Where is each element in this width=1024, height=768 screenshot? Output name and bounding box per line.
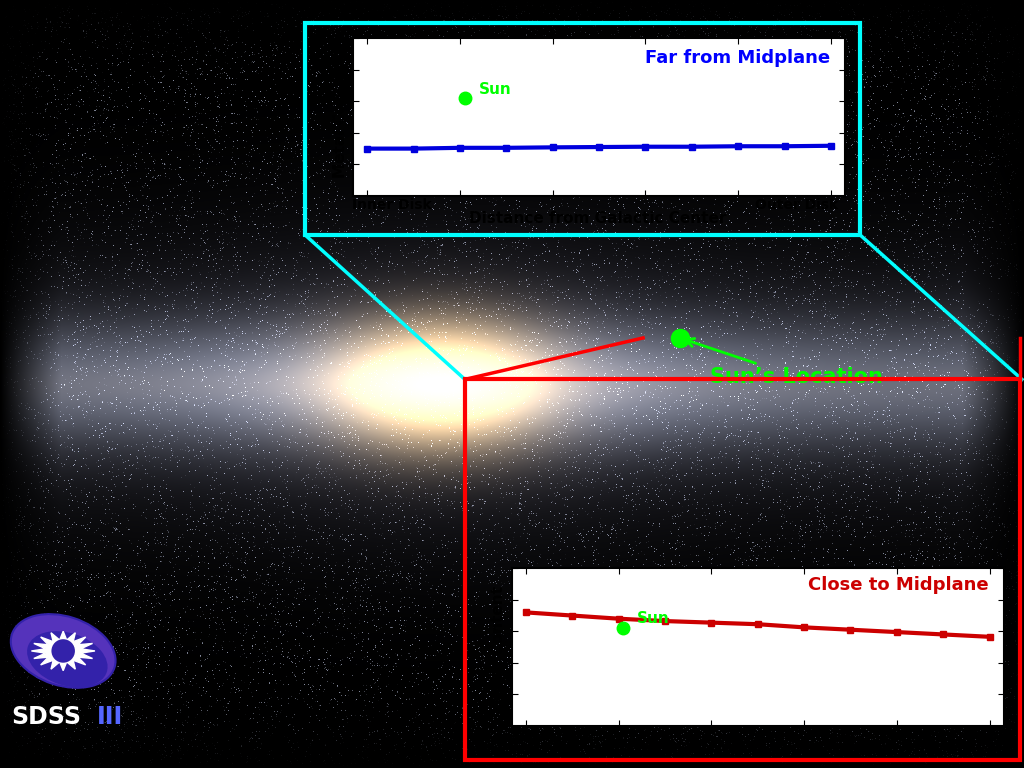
- Text: Sun: Sun: [637, 611, 670, 627]
- Text: SDSS: SDSS: [11, 705, 82, 730]
- Text: Far from Midplane: Far from Midplane: [645, 49, 830, 68]
- Text: Inner Disk: Inner Disk: [511, 728, 591, 742]
- Text: Outer Disk: Outer Disk: [913, 728, 996, 742]
- Text: III: III: [97, 705, 123, 730]
- Polygon shape: [32, 631, 95, 670]
- Text: Sun’s Location: Sun’s Location: [685, 339, 883, 387]
- Ellipse shape: [27, 631, 108, 687]
- Text: Close to Midplane: Close to Midplane: [808, 576, 989, 594]
- Y-axis label: Metal Content: Metal Content: [333, 56, 348, 178]
- Text: Outer Disk: Outer Disk: [755, 198, 838, 212]
- Ellipse shape: [11, 614, 116, 688]
- Text: Distance from Galactic Center: Distance from Galactic Center: [628, 742, 886, 757]
- Text: Inner Disk: Inner Disk: [352, 198, 432, 212]
- Text: Distance from Galactic Center: Distance from Galactic Center: [469, 210, 727, 226]
- Circle shape: [51, 639, 75, 663]
- Text: Sun: Sun: [478, 81, 511, 97]
- Y-axis label: Metal Content: Metal Content: [492, 586, 507, 708]
